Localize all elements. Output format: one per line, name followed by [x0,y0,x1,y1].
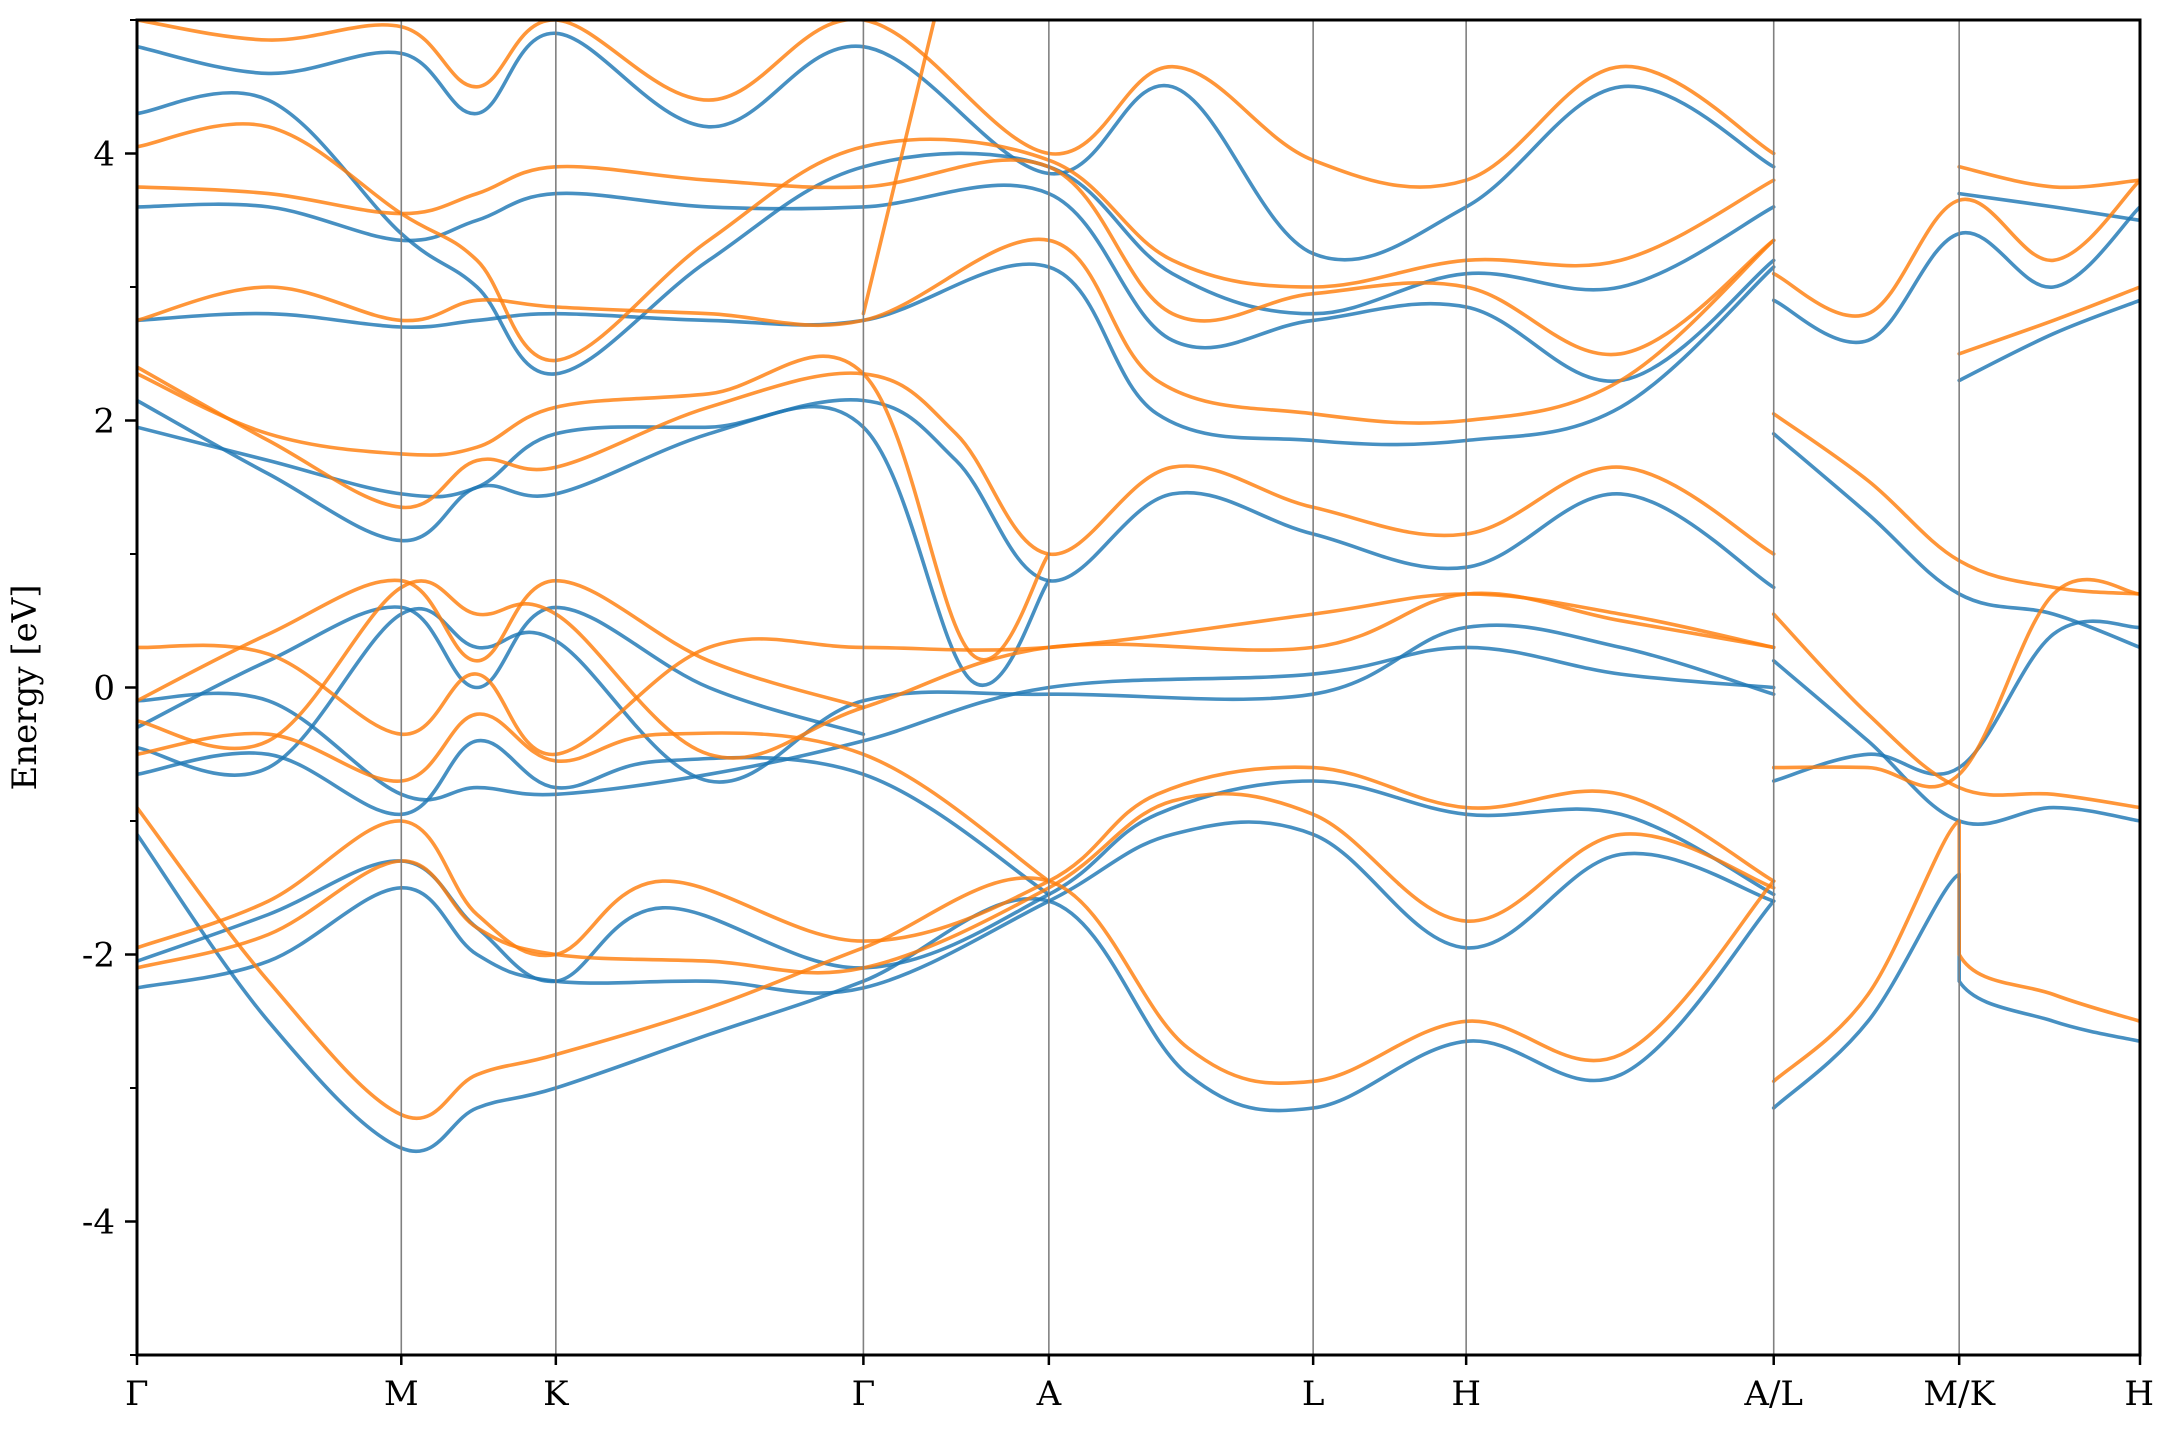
blue-band-19 [1957,191,2140,223]
x-tick-label-7: A/L [1743,1374,1803,1414]
x-tick-label-9: H [2124,1374,2154,1414]
x-tick-label-2: K [543,1374,569,1414]
blue-band-17 [1771,619,2140,783]
blue-band-11 [137,31,1776,262]
orange-band-29 [137,237,1776,425]
orange-band-20 [137,791,1776,975]
y-tick-label-2: 0 [93,669,115,709]
blue-band-4 [137,645,1776,802]
blue-band-9 [137,262,1776,447]
y-tick-label-0: 4 [93,135,115,175]
blue-band-5 [137,606,1776,784]
orange-band-40 [1957,165,2140,190]
y-axis-ticks: 4 2 0 -2 -4 [82,19,137,1356]
y-tick-label-1: 2 [93,402,115,442]
y-tick-label-3: -2 [82,936,115,976]
orange-band-35 [1771,412,2140,596]
blue-band-16 [1771,872,2140,1110]
orange-band-38 [1771,577,2140,789]
blue-band-8 [137,404,1051,687]
x-tick-label-6: H [1451,1374,1481,1414]
orange-band-24 [137,592,1776,757]
orange-band-31 [137,20,1776,189]
blue-band-7 [137,398,1776,590]
orange-band-30 [137,158,1776,357]
x-tick-label-5: L [1302,1374,1325,1414]
orange-band-37 [1771,819,2140,1084]
blue-band-18 [1957,298,2140,383]
x-tick-label-3: Γ [852,1374,876,1414]
x-tick-label-4: A [1036,1374,1062,1414]
y-axis-label: Energy [eV] [5,584,45,790]
orange-band-25 [137,579,1776,760]
x-tick-label-1: M [384,1374,419,1414]
blue-band-15 [1771,659,2140,827]
orange-band-36 [1771,612,2140,810]
blue-band-14 [1771,432,2140,650]
orange-band-28 [137,354,1051,662]
bands-layer [137,20,2140,1153]
x-tick-label-8: M/K [1923,1374,1995,1414]
orange-band-26 [137,578,866,710]
kpoint-lines-layer [400,20,1960,1355]
orange-band-21 [137,805,1776,1121]
blue-band-0 [137,820,1776,995]
orange-band-39 [1957,285,2140,356]
x-tick-label-0: Γ [125,1374,149,1414]
x-axis-ticks: Γ M K Γ A L H A/L M/K H [125,1355,2154,1414]
blue-band-6 [137,605,866,736]
orange-band-34 [1771,178,2140,318]
orange-band-33 [861,20,937,316]
y-tick-label-4: -4 [82,1203,115,1243]
